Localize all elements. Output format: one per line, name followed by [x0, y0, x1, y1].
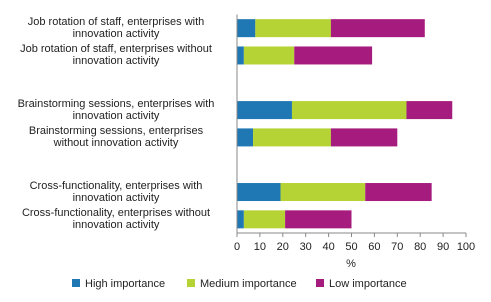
- y-tick-label: Cross-functionality, enterprises with in…: [29, 180, 203, 205]
- bar-segment: [330, 128, 398, 147]
- bar-segment: [237, 183, 281, 202]
- bar-segment: [253, 128, 331, 147]
- bar-segment: [237, 46, 244, 65]
- y-tick-label: Job rotation of staff, enterprises witho…: [20, 43, 212, 68]
- x-tick-label: 0: [234, 241, 240, 253]
- bar-segment: [365, 183, 432, 202]
- bar-segment: [243, 46, 295, 65]
- bar-segment: [237, 19, 256, 38]
- bar-segment: [237, 101, 292, 120]
- x-tick-label: 90: [437, 241, 449, 253]
- x-tick-label: 100: [457, 241, 475, 253]
- bar-segment: [406, 101, 453, 120]
- bar-segment: [255, 19, 331, 38]
- x-tick-label: 20: [277, 241, 289, 253]
- y-tick-label: Job rotation of staff, enterprises with …: [27, 16, 205, 41]
- bar-segment: [294, 46, 373, 65]
- legend-label: Medium importance: [200, 278, 297, 290]
- x-tick-label: 80: [414, 241, 426, 253]
- legend-label: High importance: [85, 278, 165, 290]
- bar-segment: [285, 210, 352, 229]
- y-tick-label: Brainstorming sessions, enterprises with…: [17, 98, 215, 123]
- y-tick-label: Cross-functionality, enterprises without…: [21, 207, 211, 232]
- legend-label: Low importance: [329, 278, 407, 290]
- bar-segment: [280, 183, 366, 202]
- bar-segment: [243, 210, 286, 229]
- legend-swatch: [72, 279, 80, 287]
- bar-segment: [237, 210, 244, 229]
- bar-segment: [291, 101, 407, 120]
- bar-segment: [330, 19, 425, 38]
- x-tick-label: 50: [345, 241, 357, 253]
- bar-segment: [237, 128, 254, 147]
- y-tick-label: Brainstorming sessions, enterprises with…: [28, 125, 204, 150]
- x-tick-label: 70: [391, 241, 403, 253]
- legend-swatch: [187, 279, 195, 287]
- x-axis-label: %: [346, 258, 356, 270]
- x-tick-label: 30: [300, 241, 312, 253]
- x-tick-label: 60: [368, 241, 380, 253]
- legend-swatch: [316, 279, 324, 287]
- x-tick-label: 10: [254, 241, 266, 253]
- x-tick-label: 40: [322, 241, 334, 253]
